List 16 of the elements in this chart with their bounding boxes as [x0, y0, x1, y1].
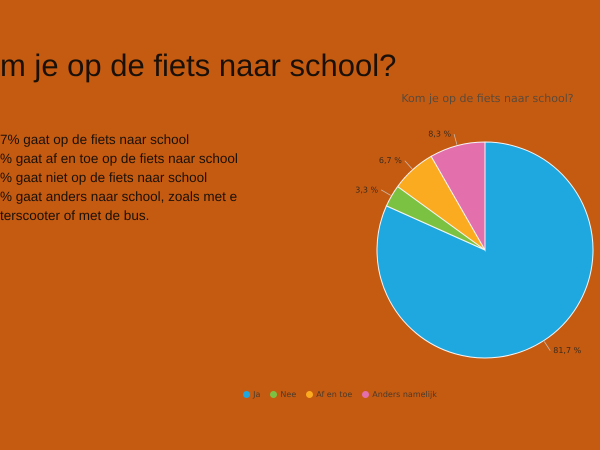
- legend-label: Nee: [280, 390, 296, 399]
- data-label: 3,3 %: [355, 185, 379, 194]
- text: % gaat anders naar school, zoals met e: [0, 189, 238, 204]
- text: % gaat niet op de fiets naar school: [0, 170, 208, 185]
- legend-label: Anders namelijk: [372, 390, 437, 399]
- legend-label: Ja: [253, 390, 260, 399]
- text: 7% gaat op de fiets naar school: [0, 132, 190, 147]
- text: % gaat af en toe op de fiets naar school: [0, 151, 238, 166]
- chart-title: Kom je op de fiets naar school?: [400, 92, 575, 105]
- text: terscooter of met de bus.: [0, 208, 150, 223]
- text: m je op de fiets naar school?: [0, 48, 396, 84]
- data-label: 6,7 %: [378, 156, 402, 166]
- data-label: 8,3 %: [428, 130, 452, 139]
- legend-label: Af en toe: [316, 390, 352, 399]
- data-label: 81,7 %: [553, 346, 582, 356]
- pie-slice: [376, 142, 594, 358]
